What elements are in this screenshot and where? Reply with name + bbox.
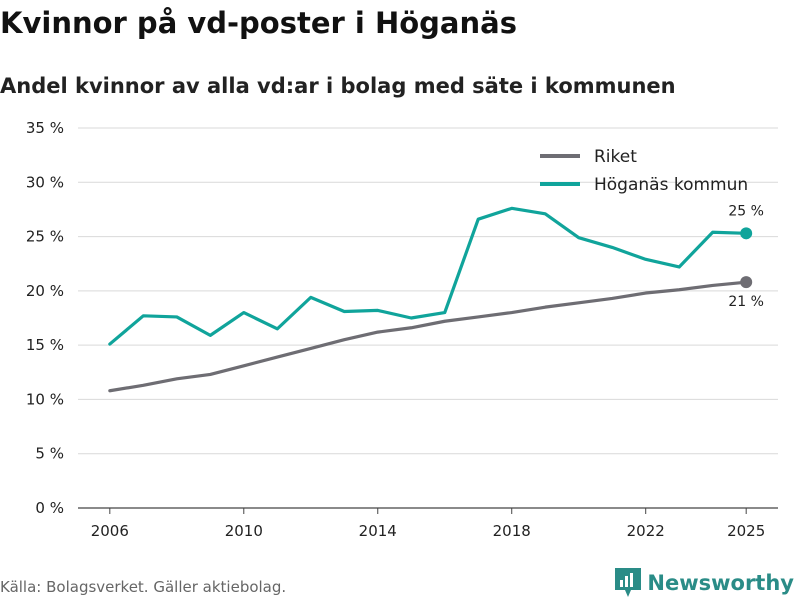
x-tick-label: 2010 bbox=[225, 522, 263, 540]
grid-lines bbox=[78, 127, 778, 509]
y-tick-label: 25 % bbox=[26, 228, 64, 246]
legend-label: Höganäs kommun bbox=[594, 175, 748, 195]
y-tick-label: 0 % bbox=[35, 499, 64, 517]
series-end-point bbox=[740, 227, 753, 240]
legend-label: Riket bbox=[594, 147, 637, 167]
x-tick-label: 2014 bbox=[359, 522, 397, 540]
x-tick-label: 2022 bbox=[627, 522, 665, 540]
series-line-hoganas bbox=[108, 206, 748, 346]
y-tick-label: 5 % bbox=[35, 445, 64, 463]
series-line-riket bbox=[108, 280, 748, 393]
x-axis: 2006 2010 2014 2018 2022 2025 bbox=[91, 508, 765, 540]
y-tick-label: 10 % bbox=[26, 390, 64, 408]
source-note: Källa: Bolagsverket. Gäller aktiebolag. bbox=[0, 578, 287, 596]
chart-title: Kvinnor på vd-poster i Höganäs bbox=[0, 6, 517, 40]
bar-chart-logo-icon bbox=[615, 568, 642, 597]
x-tick-label: 2018 bbox=[493, 522, 531, 540]
x-tick-label: 2025 bbox=[727, 522, 765, 540]
y-tick-label: 30 % bbox=[26, 173, 64, 191]
series-lines: 21 % 25 % bbox=[108, 203, 764, 393]
legend: Riket Höganäs kommun bbox=[540, 147, 748, 195]
chart-subtitle: Andel kvinnor av alla vd:ar i bolag med … bbox=[0, 74, 676, 98]
y-tick-label: 35 % bbox=[26, 119, 64, 137]
brand-logo[interactable]: Newsworthy bbox=[615, 568, 794, 598]
series-end-label: 25 % bbox=[728, 203, 764, 219]
brand-name: Newsworthy bbox=[647, 571, 794, 595]
x-tick-label: 2006 bbox=[91, 522, 129, 540]
series-end-label: 21 % bbox=[728, 294, 764, 310]
y-axis: 0 % 5 % 10 % 15 % 20 % 25 % 30 % 35 % bbox=[26, 119, 64, 517]
y-tick-label: 20 % bbox=[26, 282, 64, 300]
series-end-point bbox=[740, 276, 753, 289]
y-tick-label: 15 % bbox=[26, 336, 64, 354]
